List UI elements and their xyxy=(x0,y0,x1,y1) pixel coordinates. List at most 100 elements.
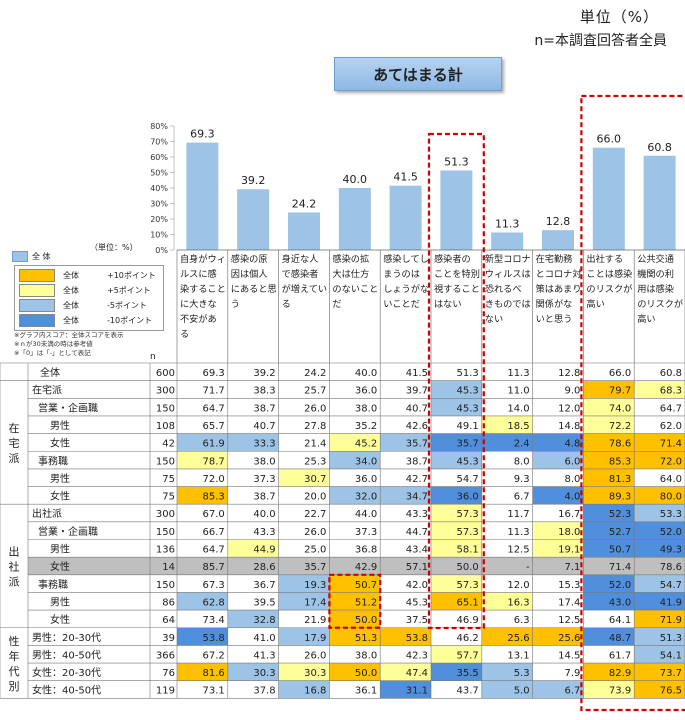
bar-value-label: 60.8 xyxy=(647,141,672,154)
bar xyxy=(389,185,422,250)
table-value: 51.3 xyxy=(457,368,479,379)
table-value: 49.1 xyxy=(457,421,479,432)
table-value: 45.3 xyxy=(406,597,428,608)
table-value: 18.5 xyxy=(507,421,529,432)
legend-label: 全体 xyxy=(63,316,79,325)
n-column-header: n xyxy=(150,352,156,362)
table-n: 64 xyxy=(162,615,175,626)
row-label: 女性：20-30代 xyxy=(32,666,101,679)
category-label: きものでは xyxy=(485,299,531,310)
category-label: 在宅勤務 xyxy=(536,253,574,265)
table-n: 150 xyxy=(156,580,175,591)
table-value: 64.7 xyxy=(203,403,225,414)
highlight-cell xyxy=(634,627,685,646)
highlight-cell xyxy=(329,433,381,452)
highlight-cell xyxy=(583,468,635,487)
group-label: 代 xyxy=(9,665,20,678)
table-value: 39.5 xyxy=(253,597,275,608)
highlight-cell xyxy=(481,415,533,434)
row-label: 女性 xyxy=(50,560,70,573)
category-label: 感染の原 xyxy=(231,253,268,265)
category-label: 不安があ xyxy=(180,313,217,325)
table-value: 51.3 xyxy=(355,633,377,644)
highlight-cell xyxy=(278,680,330,699)
row-label: 事務職 xyxy=(38,454,68,467)
legend-note: ※「0」は「-」として表記 xyxy=(14,349,91,357)
highlight-cell xyxy=(278,468,330,487)
y-tick-label: 0% xyxy=(155,246,168,255)
highlight-cell xyxy=(583,539,635,558)
table-value: 34.0 xyxy=(355,456,377,467)
table-value: 15.3 xyxy=(558,580,580,591)
table-value: 21.9 xyxy=(304,615,326,626)
table-value: - xyxy=(526,562,530,573)
bar-value-label: 66.0 xyxy=(597,133,622,146)
table-value: 68.3 xyxy=(660,386,682,397)
table-value: 26.0 xyxy=(304,650,326,661)
table-n: 86 xyxy=(162,597,175,608)
row-label: 男性：40-50代 xyxy=(32,648,101,661)
table-value: 53.3 xyxy=(660,509,682,520)
table-value: 73.7 xyxy=(660,668,682,679)
table-value: 25.6 xyxy=(558,633,580,644)
table-value: 14.5 xyxy=(558,650,580,661)
category-label: 恐れるべ xyxy=(485,284,522,295)
table-value: 51.2 xyxy=(355,597,377,608)
table-value: 49.3 xyxy=(660,545,682,556)
table-value: 25.7 xyxy=(304,386,326,397)
table-value: 52.0 xyxy=(609,580,631,591)
table-value: 52.0 xyxy=(660,527,682,538)
highlight-cell xyxy=(634,574,685,593)
table-value: 36.0 xyxy=(355,474,377,485)
table-value: 71.4 xyxy=(660,439,682,450)
highlight-cell xyxy=(431,645,482,664)
table-value: 50.0 xyxy=(355,668,377,679)
highlight-cell xyxy=(532,433,584,452)
y-tick-label: 10% xyxy=(150,231,168,240)
table-value: 64.7 xyxy=(203,545,225,556)
table-value: 69.3 xyxy=(203,368,225,379)
category-label: 高い xyxy=(637,313,655,325)
table-value: 81.3 xyxy=(609,474,631,485)
table-value: 40.7 xyxy=(406,403,428,414)
highlight-cell xyxy=(634,521,685,540)
table-n: 300 xyxy=(156,386,175,397)
table-value: 67.0 xyxy=(203,509,225,520)
table-value: 42.3 xyxy=(406,650,428,661)
table-value: 38.0 xyxy=(355,650,377,661)
table-value: 78.6 xyxy=(660,562,682,573)
table-value: 78.6 xyxy=(609,439,631,450)
table-value: 41.9 xyxy=(660,597,682,608)
table-value: 17.4 xyxy=(304,597,326,608)
highlight-cell xyxy=(380,680,431,699)
highlight-cell xyxy=(583,504,635,522)
category-label: ない xyxy=(485,314,503,325)
highlight-cell xyxy=(481,663,533,681)
highlight-cell xyxy=(431,521,482,540)
table-value: 25.0 xyxy=(304,545,326,556)
legend-label: 全体 xyxy=(63,271,79,280)
table-value: 40.0 xyxy=(253,509,275,520)
table-n: 150 xyxy=(156,403,175,414)
category-label: 関係がな xyxy=(536,298,573,310)
table-value: 5.3 xyxy=(514,668,530,679)
highlight-cell xyxy=(532,627,584,646)
highlight-cell xyxy=(532,680,584,699)
bar xyxy=(643,155,676,250)
category-label: いことだ xyxy=(383,299,420,310)
legend-label: 全体 xyxy=(63,301,79,310)
highlight-cell xyxy=(634,380,685,399)
table-value: 17.4 xyxy=(558,597,580,608)
table-value: 36.7 xyxy=(253,580,275,591)
table-value: 81.6 xyxy=(203,668,225,679)
row-label: 女性 xyxy=(50,613,70,626)
bar xyxy=(592,147,625,250)
category-label: ことを特別 xyxy=(434,268,480,280)
legend-item: 全体 -5ポイント xyxy=(19,298,159,313)
table-value: 12.5 xyxy=(507,545,529,556)
highlight-cell xyxy=(583,451,635,469)
table-value: 9.0 xyxy=(564,386,580,397)
table-n: 75 xyxy=(162,474,175,485)
category-label: 出社する xyxy=(586,253,623,265)
